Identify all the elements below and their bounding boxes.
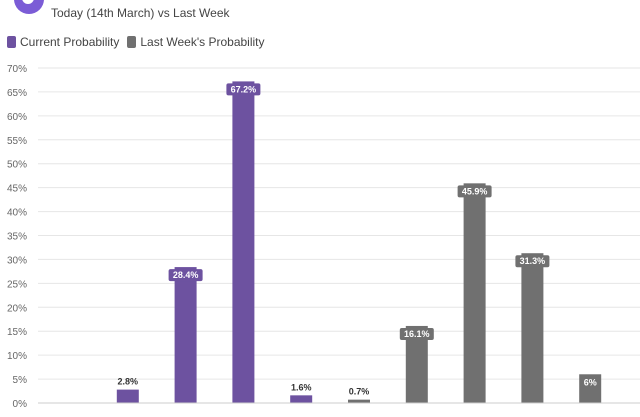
bar-current [174,267,197,403]
data-label-bg [399,327,434,340]
y-tick-label: 0% [13,399,28,410]
data-label-bg [457,185,492,198]
legend-label-last-week: Last Week's Probability [140,35,265,49]
bar-current [232,81,255,404]
data-label: 0.7% [349,387,370,397]
y-tick-label: 10% [7,351,27,362]
bar-last-week [348,399,370,403]
data-label: 45.9% [462,186,488,196]
legend-label-current: Current Probability [20,35,120,49]
legend-item-current[interactable]: Current Probability [7,35,119,49]
y-tick-label: 60% [7,112,27,123]
app-logo [14,0,44,14]
legend-swatch-current [7,36,16,48]
bar-current [290,395,313,403]
legend-item-last-week[interactable]: Last Week's Probability [127,35,265,49]
y-tick-label: 25% [7,279,27,290]
chart-subtitle: Today (14th March) vs Last Week [51,6,230,20]
y-tick-label: 40% [7,208,27,219]
y-tick-label: 35% [7,232,27,243]
data-label: 31.3% [520,256,546,266]
data-label: 6% [584,377,597,387]
legend-swatch-last-week [127,36,137,48]
data-label: 16.1% [404,329,430,339]
data-label-bg [515,255,550,268]
y-tick-label: 50% [7,160,27,171]
chart-legend: Current Probability Last Week's Probabil… [7,35,265,49]
data-label-bg [168,269,203,282]
data-label-bg [581,376,599,389]
y-tick-label: 55% [7,136,27,147]
bar-last-week [463,183,486,403]
y-tick-label: 20% [7,303,27,314]
y-tick-label: 65% [7,88,27,99]
data-label: 2.8% [118,377,139,387]
data-label-bg [226,83,261,96]
y-tick-label: 30% [7,255,27,266]
bar-last-week [521,253,544,403]
y-tick-label: 45% [7,184,27,195]
bar-current [116,389,139,403]
data-label: 28.4% [173,270,199,280]
y-tick-label: 70% [7,64,27,75]
bar-last-week [405,325,428,403]
y-tick-label: 15% [7,327,27,338]
data-label: 67.2% [231,84,257,94]
y-tick-label: 5% [13,375,28,386]
data-label: 1.6% [291,382,312,392]
